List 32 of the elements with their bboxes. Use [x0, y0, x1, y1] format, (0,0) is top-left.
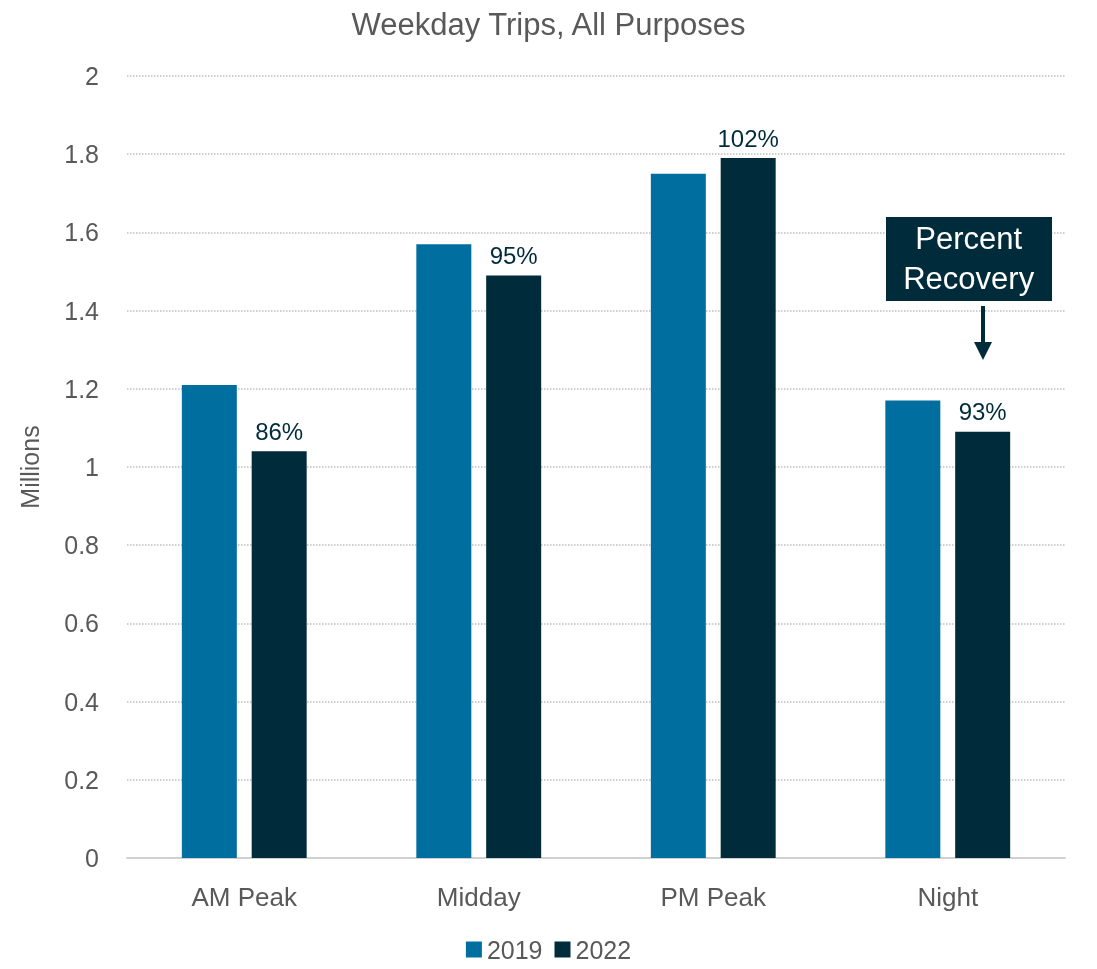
y-tick-label: 0.6: [64, 609, 99, 638]
y-tick-label: 1.2: [64, 374, 99, 403]
bar: [650, 173, 706, 858]
legend-label: 2022: [575, 935, 632, 964]
annotation: 95%: [489, 241, 538, 269]
y-tick-label: 1: [85, 453, 99, 481]
x-tick-label: PM Peak: [660, 882, 767, 912]
legend-label: 2019: [486, 935, 543, 964]
bar: [885, 400, 941, 858]
y-tick-label: 0.4: [64, 687, 100, 716]
bar: [416, 244, 472, 858]
y-tick-label: 0.2: [64, 765, 99, 794]
x-tick-label: Night: [917, 882, 979, 912]
y-tick-label: 2: [85, 62, 99, 90]
x-tick-label: AM Peak: [191, 882, 298, 912]
annotation: 93%: [958, 398, 1007, 426]
y-axis-title: Millions: [15, 425, 44, 509]
annotation: 86%: [255, 417, 304, 445]
y-tick-label: 0: [85, 844, 99, 872]
y-tick-label: 0.8: [64, 531, 99, 560]
x-tick-label: Midday: [436, 882, 521, 912]
y-tick-label: 1.4: [64, 296, 100, 325]
annotation: 102%: [717, 124, 779, 152]
y-tick-label: 1.8: [64, 140, 99, 169]
annotation: Percent Recovery: [885, 216, 1052, 301]
bar: [486, 275, 542, 858]
chart-title: Weekday Trips, All Purposes: [351, 7, 746, 42]
bar: [251, 451, 307, 858]
bar: [955, 431, 1011, 858]
y-tick-label: 1.6: [64, 218, 99, 247]
bar: [720, 158, 776, 858]
bar: [181, 384, 237, 858]
